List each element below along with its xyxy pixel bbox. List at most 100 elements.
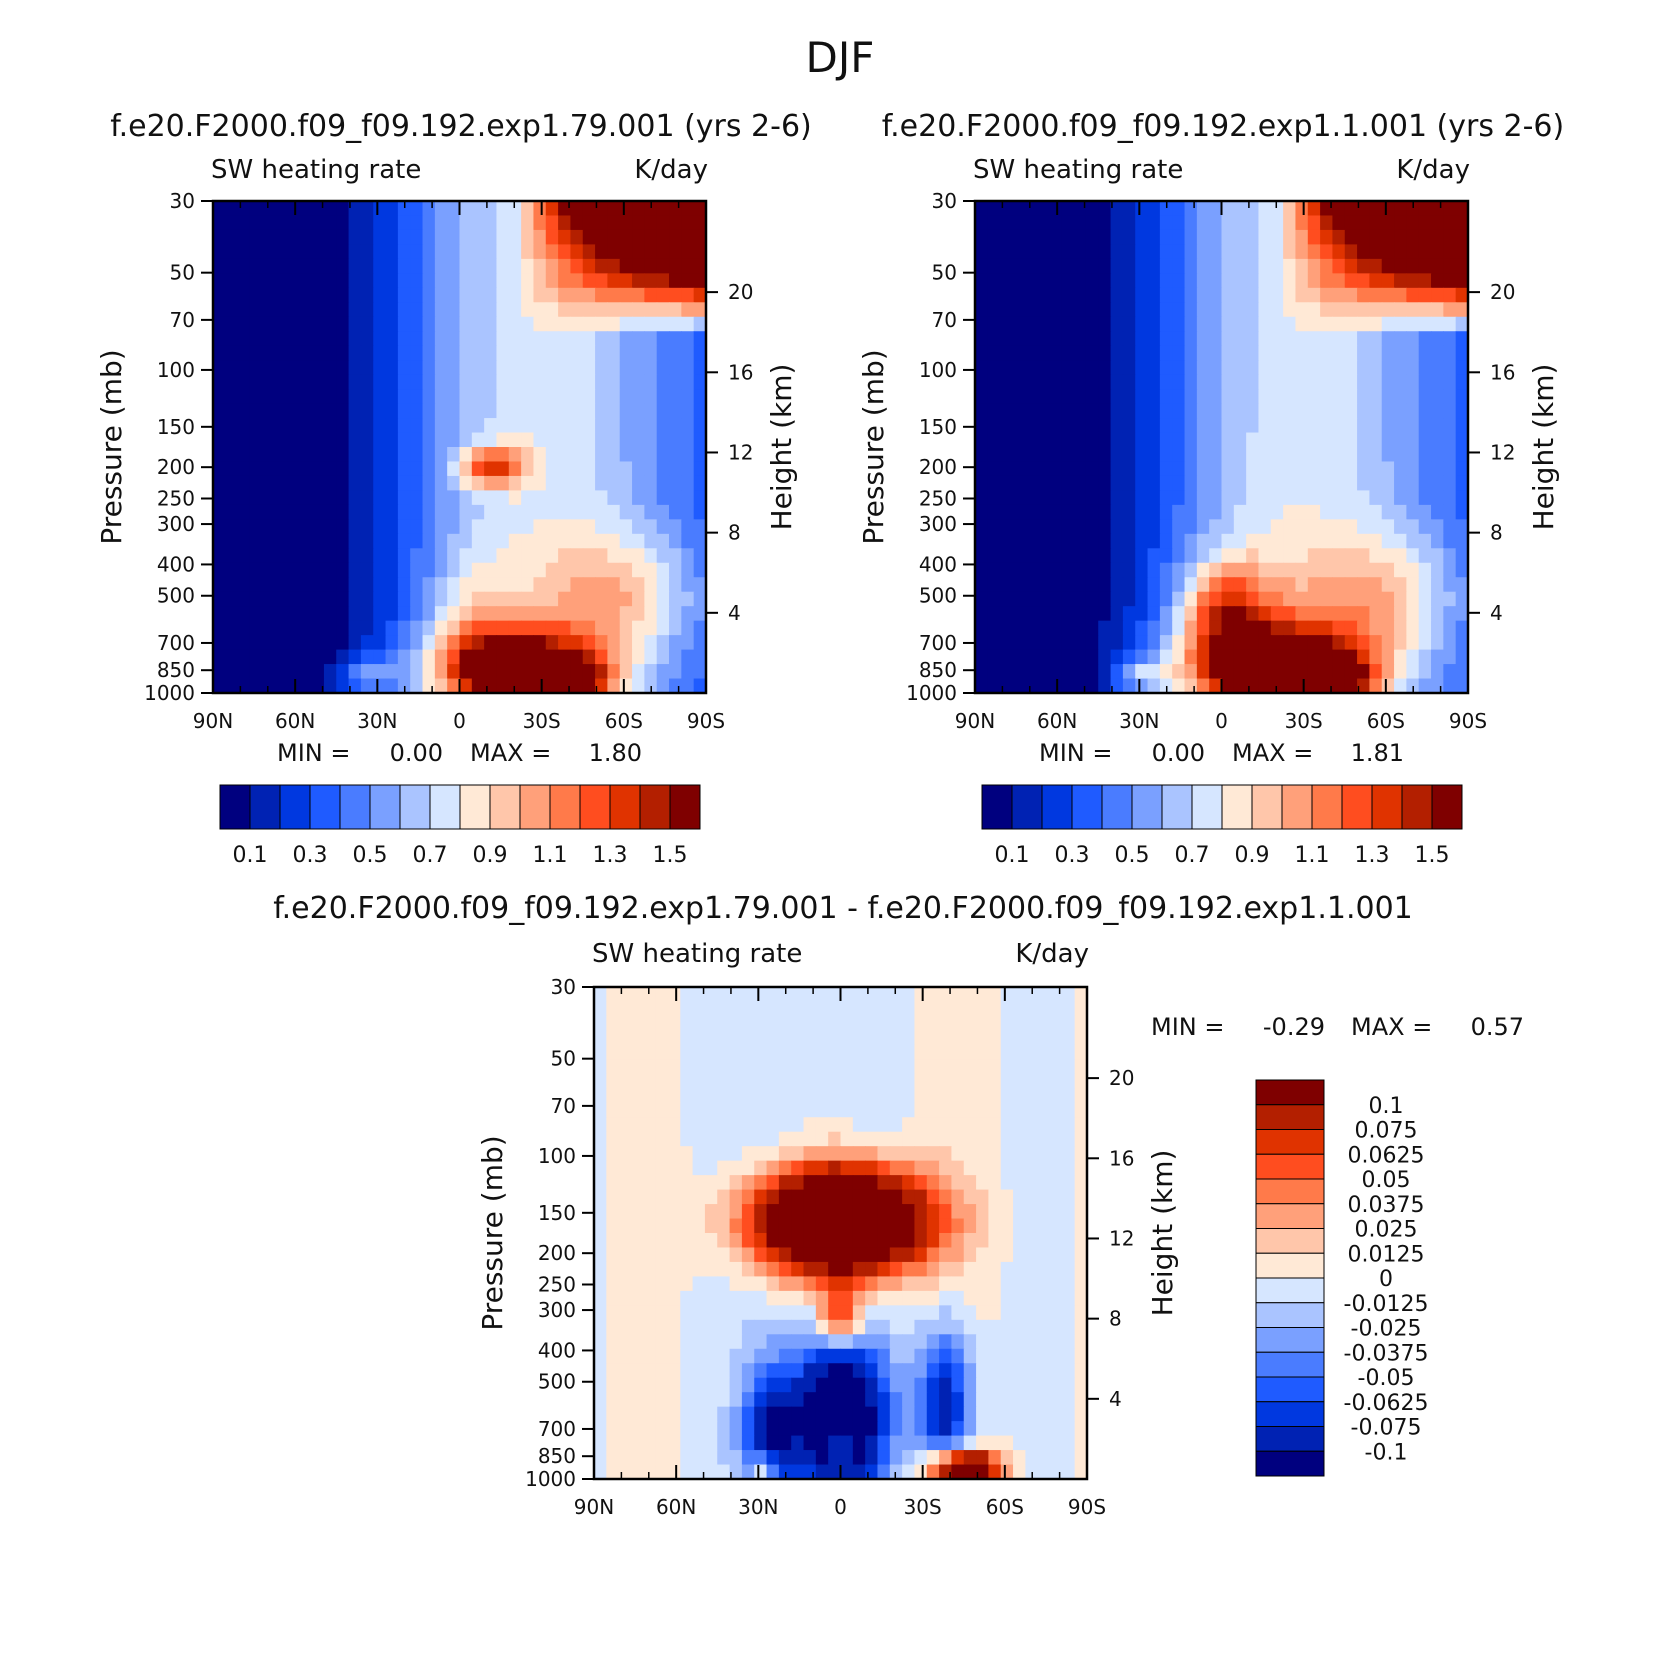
contour-cell [1332,229,1346,246]
contour-cell [434,664,448,680]
contour-cell [1332,678,1346,694]
contour-cell [595,345,608,361]
contour-cell [311,490,325,506]
contour-cell [1037,1059,1051,1075]
contour-cell [496,606,510,622]
contour-cell [1295,432,1309,448]
contour-cell [385,331,399,347]
contour-cell [274,229,288,246]
contour-cell [1443,504,1457,520]
y-tick-label: 500 [157,584,195,608]
contour-cell [704,1450,718,1466]
contour-cell [693,475,707,492]
contour-cell [766,1189,780,1205]
contour-cell [669,432,682,448]
contour-cell [213,504,226,520]
contour-cell [471,418,485,434]
contour-cell [754,1088,768,1104]
contour-cell [1369,360,1383,376]
contour-cell [619,678,633,694]
contour-cell [741,1059,755,1075]
height-tick-label: 16 [1490,360,1515,384]
contour-cell [385,201,399,217]
contour-cell [988,1377,1002,1393]
contour-cell [741,1088,755,1104]
contour-cell [594,1435,607,1451]
contour-cell [976,1015,989,1032]
contour-cell [619,562,633,578]
contour-cell [766,1102,780,1118]
contour-cell [1048,345,1062,361]
contour-cell [693,447,707,463]
contour-cell [1013,1319,1026,1335]
contour-cell [902,1334,916,1350]
contour-cell [987,345,1001,361]
contour-cell [999,418,1013,434]
contour-cell [630,1131,644,1147]
contour-cell [558,475,572,492]
contour-cell [422,273,436,289]
contour-cell [1172,432,1186,448]
contour-cell [680,1319,694,1335]
contour-cell [951,1175,965,1191]
contour-cell [1295,302,1309,318]
contour-cell [311,360,325,376]
contour-cell [1270,635,1284,651]
contour-cell [852,1377,866,1393]
contour-cell [323,447,337,463]
contour-cell [926,1406,940,1422]
contour-cell [1050,1189,1063,1205]
contour-cell [274,374,288,390]
contour-cell [570,273,584,289]
contour-cell [1394,562,1407,578]
contour-cell [1394,432,1407,448]
contour-cell [1062,1464,1076,1480]
contour-cell [1013,1044,1026,1060]
contour-cell [1074,1233,1088,1249]
contour-cell [1159,389,1173,405]
contour-cell [815,1450,829,1466]
contour-cell [1074,1290,1088,1306]
contour-cell [803,1160,817,1176]
contour-cell [630,1204,644,1220]
contour-cell [1159,649,1173,665]
contour-cell [754,1204,768,1220]
contour-cell [939,1464,953,1480]
contour-cell [1431,215,1444,231]
contour-cell [852,1276,866,1292]
contour-cell [1085,244,1099,260]
contour-cell [1011,475,1025,492]
contour-cell [373,360,387,376]
contour-cell [1443,432,1457,448]
contour-cell [828,1117,842,1133]
contour-cell [570,635,584,651]
colorbar-label: 0.075 [1355,1119,1418,1144]
contour-cell [828,1247,842,1263]
contour-cell [1073,287,1087,303]
contour-cell [951,1363,965,1379]
contour-cell [484,403,498,419]
contour-cell [1418,244,1432,260]
contour-cell [1443,548,1457,564]
contour-cell [1025,1073,1039,1089]
contour-cell [987,418,1001,434]
contour-cell [1418,302,1432,318]
contour-cell [1025,1435,1039,1451]
contour-cell [496,229,510,246]
contour-cell [1394,201,1407,217]
contour-cell [704,1175,718,1191]
contour-cell [471,201,485,217]
contour-cell [1295,649,1309,665]
contour-cell [766,1015,780,1032]
contour-cell [496,649,510,665]
contour-cell [704,1204,718,1220]
contour-cell [311,389,325,405]
contour-cell [1209,664,1223,680]
contour-cell [373,389,387,405]
contour-cell [1159,533,1173,549]
contour-cell [791,1261,805,1278]
contour-cell [643,1464,657,1480]
contour-cell [1369,244,1383,260]
contour-cell [1406,360,1420,376]
contour-cell [385,229,399,246]
